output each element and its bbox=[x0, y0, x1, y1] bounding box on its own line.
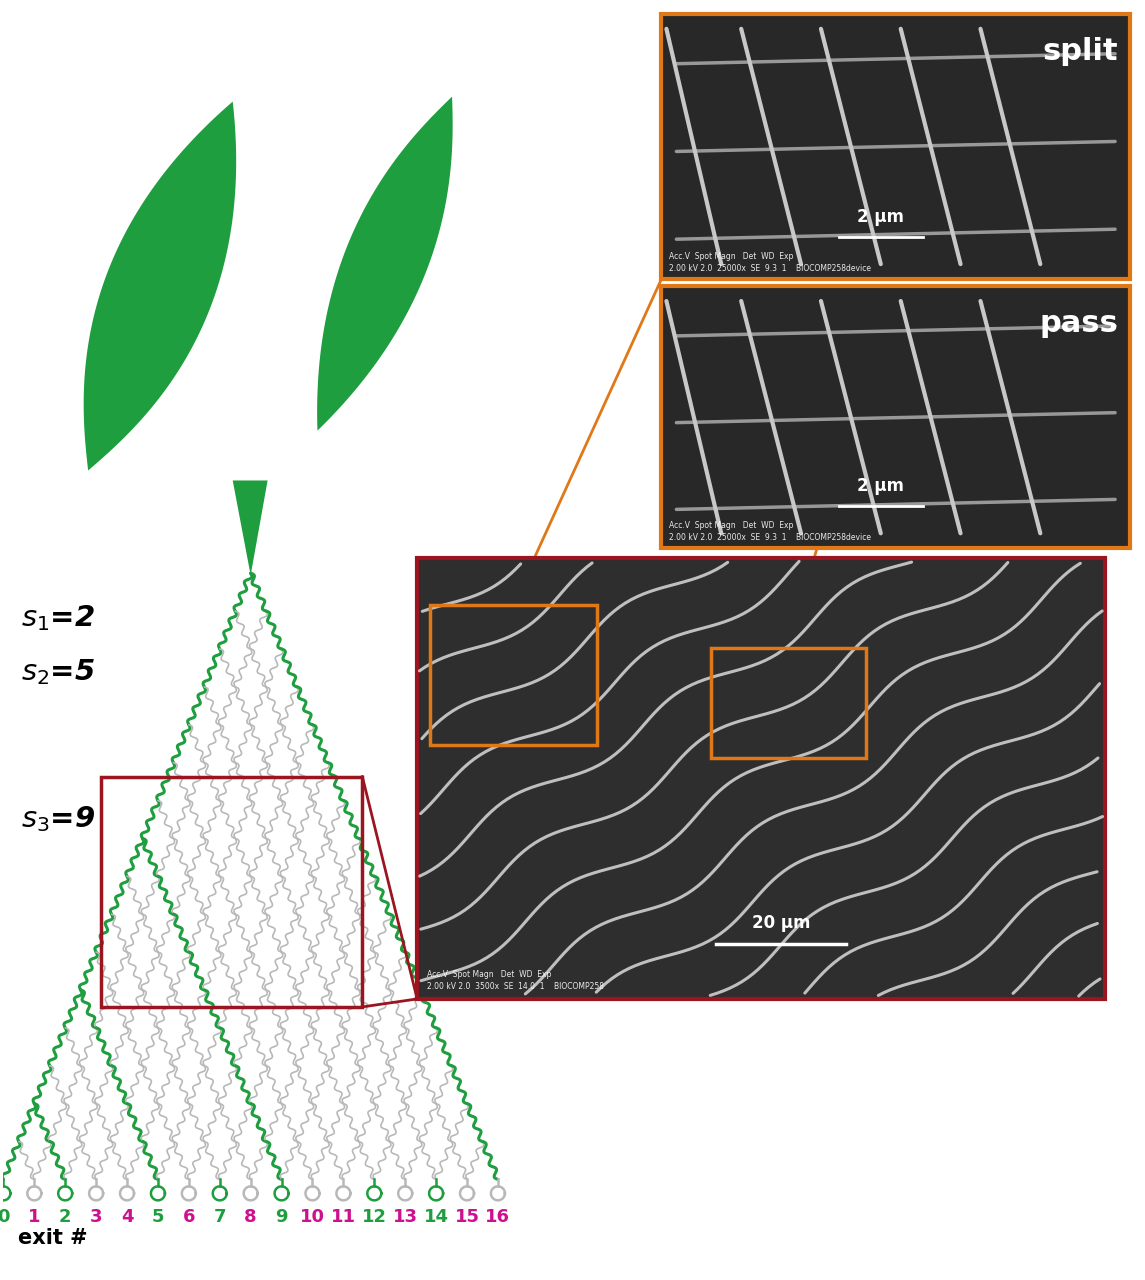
Text: 2.00 kV 2.0  25000x  SE  9.3  1    BIOCOMP258device: 2.00 kV 2.0 25000x SE 9.3 1 BIOCOMP258de… bbox=[670, 264, 871, 273]
Text: Acc.V  Spot Magn   Det  WD  Exp: Acc.V Spot Magn Det WD Exp bbox=[427, 970, 552, 979]
Text: pass: pass bbox=[1040, 310, 1118, 338]
Text: 11: 11 bbox=[331, 1208, 356, 1226]
Polygon shape bbox=[84, 101, 236, 471]
Text: $s_1$=2: $s_1$=2 bbox=[22, 603, 95, 634]
Text: 2 μm: 2 μm bbox=[858, 209, 905, 227]
Text: 8: 8 bbox=[244, 1208, 256, 1226]
Bar bbox=[101, 777, 362, 1007]
Polygon shape bbox=[317, 96, 452, 430]
Text: 0: 0 bbox=[0, 1208, 9, 1226]
Text: 13: 13 bbox=[393, 1208, 418, 1226]
Text: 5: 5 bbox=[151, 1208, 164, 1226]
Bar bbox=[431, 605, 597, 745]
Text: 2.00 kV 2.0  25000x  SE  9.3  1    BIOCOMP258device: 2.00 kV 2.0 25000x SE 9.3 1 BIOCOMP258de… bbox=[670, 534, 871, 543]
Text: 2 μm: 2 μm bbox=[858, 477, 905, 495]
Text: exit #: exit # bbox=[18, 1229, 88, 1248]
Text: 3: 3 bbox=[89, 1208, 102, 1226]
Text: 14: 14 bbox=[424, 1208, 449, 1226]
Text: 4: 4 bbox=[120, 1208, 133, 1226]
Text: split: split bbox=[1042, 37, 1118, 67]
Text: 9: 9 bbox=[275, 1208, 287, 1226]
Text: 6: 6 bbox=[182, 1208, 195, 1226]
Bar bbox=[711, 648, 866, 758]
Text: 7: 7 bbox=[213, 1208, 226, 1226]
Text: Acc.V  Spot Magn   Det  WD  Exp: Acc.V Spot Magn Det WD Exp bbox=[670, 521, 793, 530]
Bar bbox=[417, 558, 1105, 998]
Text: 20 μm: 20 μm bbox=[752, 914, 811, 932]
Text: $s_3$=9: $s_3$=9 bbox=[22, 805, 96, 835]
Bar bbox=[662, 285, 1130, 548]
Text: Acc.V  Spot Magn   Det  WD  Exp: Acc.V Spot Magn Det WD Exp bbox=[670, 252, 793, 261]
Text: 10: 10 bbox=[300, 1208, 325, 1226]
Text: 12: 12 bbox=[362, 1208, 387, 1226]
Text: $s_2$=5: $s_2$=5 bbox=[22, 657, 95, 687]
Text: 2.00 kV 2.0  3500x  SE  14.0  1    BIOCOMP258: 2.00 kV 2.0 3500x SE 14.0 1 BIOCOMP258 bbox=[427, 982, 605, 991]
Text: 2: 2 bbox=[58, 1208, 71, 1226]
Bar bbox=[662, 14, 1130, 279]
Polygon shape bbox=[232, 480, 268, 575]
Text: 15: 15 bbox=[455, 1208, 480, 1226]
Text: 1: 1 bbox=[27, 1208, 40, 1226]
Text: 16: 16 bbox=[485, 1208, 511, 1226]
